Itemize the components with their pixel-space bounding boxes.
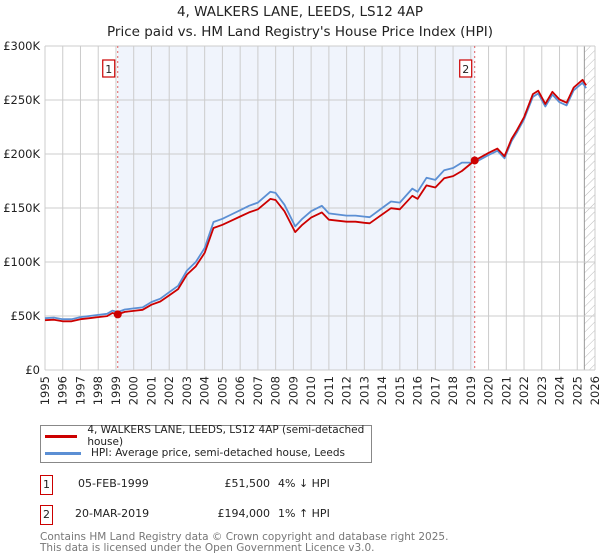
property-price-line — [44, 78, 587, 323]
x-tick-label: 1995 — [38, 376, 52, 405]
sale-marker-badge: 2 — [40, 505, 53, 525]
chart-subtitle: Price paid vs. HM Land Registry's House … — [107, 24, 493, 40]
x-tick-label: 2004 — [198, 376, 212, 405]
x-tick-label: 2025 — [570, 376, 584, 405]
sale-hpi-diff: 4% ↓ HPI — [278, 477, 330, 490]
legend-label-property: 4, WALKERS LANE, LEEDS, LS12 4AP (semi-d… — [87, 424, 365, 448]
x-tick-label: 1998 — [91, 376, 105, 405]
legend-label-hpi: HPI: Average price, semi-detached house,… — [91, 447, 345, 459]
y-tick-label: £300K — [3, 39, 40, 53]
legend-item-property: 4, WALKERS LANE, LEEDS, LS12 4AP (semi-d… — [45, 424, 371, 448]
x-tick-label: 2023 — [535, 376, 549, 405]
sale-marker-badge: 1 — [40, 475, 53, 495]
y-tick-label: £200K — [3, 147, 40, 161]
sale-price: £51,500 — [224, 477, 271, 490]
sale-row-2: 2 20-MAR-2019 £194,000 1% ↑ HPI — [40, 505, 440, 525]
hpi-line — [44, 81, 587, 321]
x-tick-label: 2009 — [286, 376, 300, 405]
sale-label: 2 — [462, 63, 469, 76]
x-tick-label: 1997 — [73, 376, 87, 405]
sale-date: 05-FEB-1999 — [78, 477, 149, 490]
x-tick-label: 2007 — [251, 376, 265, 405]
x-tick-label: 2016 — [411, 376, 425, 405]
footer-licence: This data is licensed under the Open Gov… — [40, 542, 375, 554]
sale-price: £194,000 — [217, 507, 271, 520]
x-tick-label: 1999 — [109, 376, 123, 405]
sale-label-box — [459, 59, 473, 78]
sale-row-1: 1 05-FEB-1999 £51,500 4% ↓ HPI — [40, 475, 440, 495]
x-tick-label: 2015 — [393, 376, 407, 405]
x-tick-label: 2011 — [322, 376, 336, 405]
chart-title-line1: 4, WALKERS LANE, LEEDS, LS12 4AP — [176, 4, 424, 20]
price-chart: 1995 1996 1997 1998 1999 2000 2001 2002 2003 2004… — [3, 39, 600, 405]
x-tick-label: 2021 — [499, 376, 513, 405]
x-tick-label: 2002 — [162, 376, 176, 405]
sale-label: 1 — [105, 63, 112, 76]
x-tick-label: 2008 — [269, 376, 283, 405]
legend-swatch-red — [45, 434, 78, 438]
x-tick-label: 2020 — [482, 376, 496, 405]
footer: Contains HM Land Registry data © Crown c… — [40, 532, 448, 554]
x-tick-label: 2013 — [357, 376, 371, 405]
sale-point — [113, 310, 122, 319]
legend-item-hpi: HPI: Average price, semi-detached house,… — [45, 445, 345, 461]
sale-point — [470, 156, 479, 165]
x-tick-label: 2001 — [144, 376, 158, 405]
x-tick-label: 2022 — [517, 376, 531, 405]
x-tick-label: 2026 — [588, 376, 600, 405]
chart-legend: 4, WALKERS LANE, LEEDS, LS12 4AP (semi-d… — [40, 424, 372, 463]
x-tick-label: 2005 — [215, 376, 229, 405]
y-tick-label: £50K — [11, 309, 41, 323]
footer-copyright: Contains HM Land Registry data © Crown c… — [40, 531, 449, 543]
x-tick-label: 2018 — [446, 376, 460, 405]
legend-swatch-blue — [45, 451, 81, 455]
sale-label-box — [102, 59, 116, 78]
chart-title: 4, WALKERS LANE, LEEDS, LS12 4AP Price p… — [0, 2, 600, 42]
sale-date: 20-MAR-2019 — [75, 507, 150, 520]
y-tick-label: £0 — [25, 363, 40, 377]
x-tick-label: 2006 — [233, 376, 247, 405]
y-tick-label: £150K — [3, 201, 40, 215]
x-tick-label: 2014 — [375, 376, 389, 405]
x-tick-label: 2003 — [180, 376, 194, 405]
x-tick-label: 2017 — [428, 376, 442, 405]
x-tick-label: 2024 — [553, 376, 567, 405]
x-tick-label: 2010 — [304, 376, 318, 405]
x-tick-label: 1996 — [56, 376, 70, 405]
x-tick-label: 2019 — [464, 376, 478, 405]
sale-hpi-diff: 1% ↑ HPI — [278, 507, 330, 520]
y-tick-label: £250K — [3, 93, 40, 107]
x-tick-label: 2000 — [127, 376, 141, 405]
x-tick-label: 2012 — [340, 376, 354, 405]
y-tick-label: £100K — [3, 255, 40, 269]
